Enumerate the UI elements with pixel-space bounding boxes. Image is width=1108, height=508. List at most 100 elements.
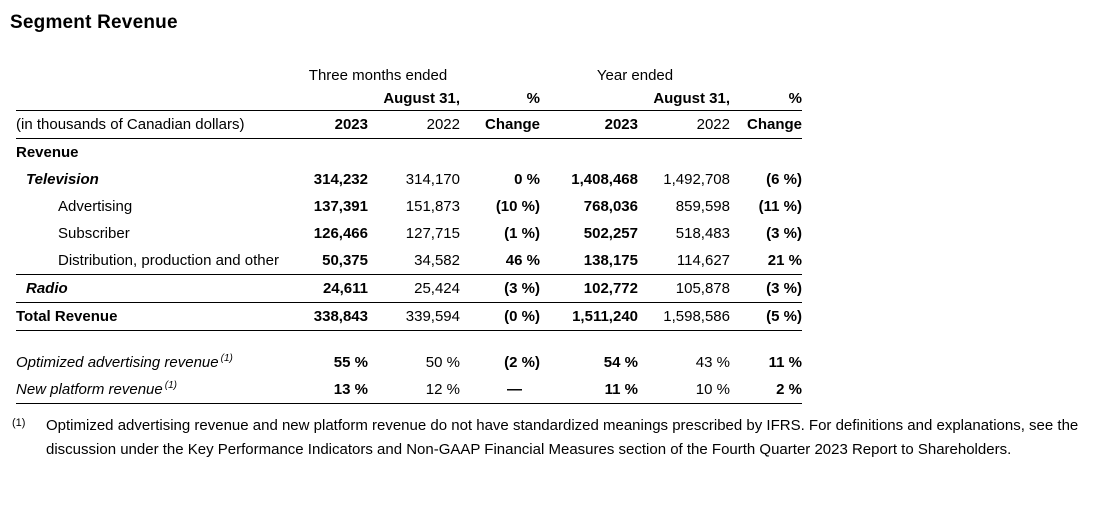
table-row-advertising: Advertising 137,391 151,873 (10 %) 768,0… (16, 193, 802, 220)
segment-revenue-table: Three months ended Year ended August 31,… (16, 64, 802, 404)
footnote: (1) Optimized advertising revenue and ne… (12, 414, 1108, 462)
header-percent-right: % (788, 90, 802, 107)
cell-value: 314,232 (313, 171, 368, 188)
empty-cell (460, 139, 540, 167)
header-2023-year: 2023 (540, 110, 638, 139)
cell-value: 127,715 (405, 225, 460, 242)
cell-value: 46 % (460, 247, 540, 275)
footnote-marker: (1) (12, 417, 26, 429)
row-label: Distribution, production and other (16, 247, 296, 275)
footnote-ref: (1) (220, 353, 233, 364)
cell-value: (6 %) (766, 171, 802, 188)
table-row-subscriber: Subscriber 126,466 127,715 (1 %) 502,257… (16, 220, 802, 247)
table-row-television: Television 314,232 314,170 0 % 1,408,468… (16, 166, 802, 193)
table-row-revenue: Revenue (16, 139, 802, 167)
empty-cell (638, 139, 730, 167)
row-label: Advertising (58, 198, 133, 215)
cell-value: 138,175 (540, 247, 638, 275)
cell-value: 50 % (425, 354, 460, 371)
cell-value: 502,257 (583, 225, 638, 242)
empty-cell (730, 139, 802, 167)
header-columns-row: (in thousands of Canadian dollars) 2023 … (16, 110, 802, 139)
header-percent-left: % (526, 90, 540, 107)
header-august-31-left: August 31, (383, 90, 460, 107)
row-label: Subscriber (58, 225, 130, 242)
cell-value: 137,391 (313, 198, 368, 215)
cell-value: 55 % (333, 354, 368, 371)
row-label: Optimized advertising revenue (1) (16, 353, 233, 372)
header-2022-year: 2022 (638, 110, 730, 139)
row-label: Revenue (16, 144, 79, 161)
empty-cell (16, 87, 296, 111)
cell-value: (3 %) (730, 274, 802, 303)
table-row-optimized-advertising-revenue: Optimized advertising revenue (1) 55 % 50… (16, 349, 802, 376)
page-title: Segment Revenue (10, 12, 178, 33)
header-date-row: August 31, % August 31, % (16, 87, 802, 111)
cell-value: 21 % (730, 247, 802, 275)
cell-value: 105,878 (638, 274, 730, 303)
cell-value: 54 % (603, 354, 638, 371)
row-label: Total Revenue (16, 302, 296, 331)
empty-cell (16, 331, 802, 350)
cell-value: 25,424 (368, 274, 460, 303)
cell-value: 1,492,708 (663, 171, 730, 188)
cell-value: 338,843 (296, 302, 368, 331)
header-change-qtr: Change (460, 110, 540, 139)
empty-cell (730, 64, 802, 87)
row-label: New platform revenue (1) (16, 376, 296, 404)
header-2022-qtr: 2022 (368, 110, 460, 139)
cell-value: 859,598 (675, 198, 730, 215)
cell-value: 339,594 (368, 302, 460, 331)
cell-value: 34,582 (368, 247, 460, 275)
row-label: Television (26, 171, 99, 188)
header-three-months-ended: Three months ended (308, 67, 448, 84)
cell-value: (1 %) (504, 225, 540, 242)
cell-value: — (460, 376, 540, 404)
empty-cell (296, 139, 368, 167)
footnote-ref: (1) (164, 380, 177, 391)
cell-value: 518,483 (675, 225, 730, 242)
cell-value: 10 % (638, 376, 730, 404)
header-change-year: Change (730, 110, 802, 139)
header-group-row: Three months ended Year ended (16, 64, 802, 87)
table-row-distribution: Distribution, production and other 50,37… (16, 247, 802, 275)
cell-value: 50,375 (296, 247, 368, 275)
footnote-text: Optimized advertising revenue and new pl… (46, 417, 1079, 458)
empty-cell (540, 139, 638, 167)
table-row-new-platform-revenue: New platform revenue (1) 13 % 12 % — 11 %… (16, 376, 802, 404)
cell-value: 1,511,240 (540, 302, 638, 331)
cell-value: 24,611 (296, 274, 368, 303)
header-units-label: (in thousands of Canadian dollars) (16, 110, 296, 139)
table-row-total-revenue: Total Revenue 338,843 339,594 (0 %) 1,51… (16, 302, 802, 331)
table-row-radio: Radio 24,611 25,424 (3 %) 102,772 105,87… (16, 274, 802, 303)
cell-value: 13 % (296, 376, 368, 404)
empty-cell (368, 139, 460, 167)
cell-value: (3 %) (766, 225, 802, 242)
cell-value: 12 % (368, 376, 460, 404)
cell-value: 1,408,468 (571, 171, 638, 188)
empty-cell (16, 64, 296, 87)
cell-value: (10 %) (495, 198, 540, 215)
cell-value: (0 %) (460, 302, 540, 331)
cell-value: (5 %) (730, 302, 802, 331)
cell-value: (2 %) (504, 354, 540, 371)
cell-value: (3 %) (460, 274, 540, 303)
row-label: Radio (16, 274, 296, 303)
header-august-31-right: August 31, (653, 90, 730, 107)
cell-value: 126,466 (313, 225, 368, 242)
cell-value: 102,772 (540, 274, 638, 303)
cell-value: 768,036 (583, 198, 638, 215)
cell-value: 0 % (514, 171, 540, 188)
cell-value: 114,627 (638, 247, 730, 275)
cell-value: (11 %) (758, 198, 802, 215)
cell-value: 1,598,586 (638, 302, 730, 331)
cell-value: 2 % (730, 376, 802, 404)
header-2023-qtr: 2023 (296, 110, 368, 139)
spacer-row (16, 331, 802, 350)
cell-value: 43 % (695, 354, 730, 371)
cell-value: 151,873 (405, 198, 460, 215)
header-year-ended: Year ended (596, 67, 674, 84)
empty-cell (460, 64, 540, 87)
cell-value: 11 % (768, 354, 802, 371)
